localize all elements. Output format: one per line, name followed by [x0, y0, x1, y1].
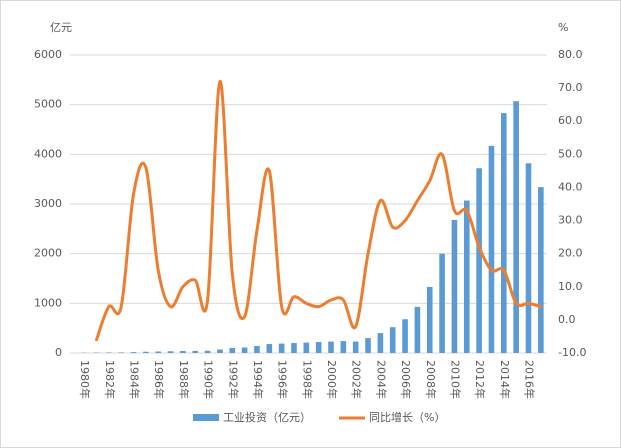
bar — [204, 350, 211, 353]
bar — [192, 350, 199, 353]
y2-tick-label: 30.0 — [558, 214, 583, 227]
bar — [414, 306, 421, 353]
bar — [377, 333, 384, 353]
bar — [217, 349, 223, 353]
y2-tick-label: 0.0 — [558, 313, 576, 326]
y2-tick-label: 80.0 — [558, 48, 583, 61]
y2-tick-label: -10.0 — [558, 346, 586, 359]
y-tick-label: 1000 — [34, 296, 62, 309]
y2-tick-label: 40.0 — [558, 180, 583, 193]
x-tick-label: 1992年 — [226, 360, 240, 399]
x-tick-label: 1986年 — [152, 360, 166, 399]
bar — [340, 341, 347, 353]
bar — [118, 352, 124, 353]
x-tick-label: 2008年 — [424, 360, 438, 399]
bar — [254, 346, 260, 353]
bar — [155, 351, 162, 353]
bar — [538, 187, 544, 353]
y2-tick-label: 10.0 — [558, 280, 583, 293]
bar — [365, 338, 371, 353]
bar — [451, 219, 458, 353]
y-axis-label: 亿元 — [50, 21, 72, 34]
y2-tick-label: 70.0 — [558, 81, 583, 94]
bar — [143, 351, 149, 353]
x-tick-label: 1996年 — [276, 360, 290, 399]
y-tick-label: 3000 — [34, 197, 62, 210]
legend-label: 工业投资（亿元） — [223, 410, 311, 424]
bar — [278, 343, 285, 353]
x-tick-label: 1984年 — [128, 360, 142, 399]
bar — [303, 342, 310, 353]
bar — [352, 341, 359, 353]
bar — [501, 113, 507, 353]
legend-label: 同比增长（%） — [369, 410, 445, 424]
bar — [402, 319, 408, 353]
bar — [130, 352, 137, 353]
bar — [488, 145, 495, 353]
bar — [389, 327, 396, 353]
y-tick-label: 0 — [55, 346, 62, 359]
x-tick-label: 2012年 — [473, 360, 487, 399]
y-tick-label: 2000 — [34, 247, 62, 260]
bar — [241, 347, 248, 353]
y-tick-label: 6000 — [34, 48, 62, 61]
bar — [180, 351, 186, 353]
bar — [463, 200, 470, 353]
x-tick-label: 1990年 — [202, 360, 216, 399]
x-tick-label: 1980年 — [78, 360, 92, 399]
y2-tick-label: 20.0 — [558, 247, 583, 260]
line — [95, 79, 543, 342]
y-tick-label: 4000 — [34, 147, 62, 160]
bar — [513, 101, 519, 353]
x-tick-label: 2010年 — [448, 360, 462, 399]
y2-axis-label: % — [558, 21, 568, 34]
x-tick-label: 2014年 — [498, 360, 512, 399]
x-tick-label: 2004年 — [374, 360, 388, 399]
bar — [426, 286, 433, 353]
x-tick-label: 1982年 — [103, 360, 117, 399]
bar — [266, 344, 273, 353]
bar — [439, 253, 445, 353]
x-tick-label: 1998年 — [300, 360, 314, 399]
x-tick-label: 2000年 — [325, 360, 339, 399]
y-tick-label: 5000 — [34, 98, 62, 111]
bar — [291, 343, 297, 353]
bar — [476, 168, 482, 353]
x-tick-label: 1988年 — [177, 360, 191, 399]
bar — [167, 351, 174, 353]
bar — [315, 342, 322, 353]
bar — [328, 341, 334, 353]
x-tick-label: 2002年 — [350, 360, 364, 399]
x-tick-label: 2016年 — [522, 360, 536, 399]
legend-swatch — [193, 414, 219, 421]
y2-tick-label: 50.0 — [558, 147, 583, 160]
x-tick-label: 2006年 — [399, 360, 413, 399]
bar — [525, 163, 532, 353]
y2-tick-label: 60.0 — [558, 114, 583, 127]
x-tick-label: 1994年 — [251, 360, 265, 399]
bar — [229, 348, 236, 353]
